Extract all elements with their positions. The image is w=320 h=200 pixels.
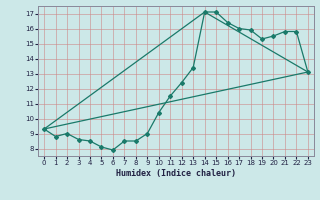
- X-axis label: Humidex (Indice chaleur): Humidex (Indice chaleur): [116, 169, 236, 178]
